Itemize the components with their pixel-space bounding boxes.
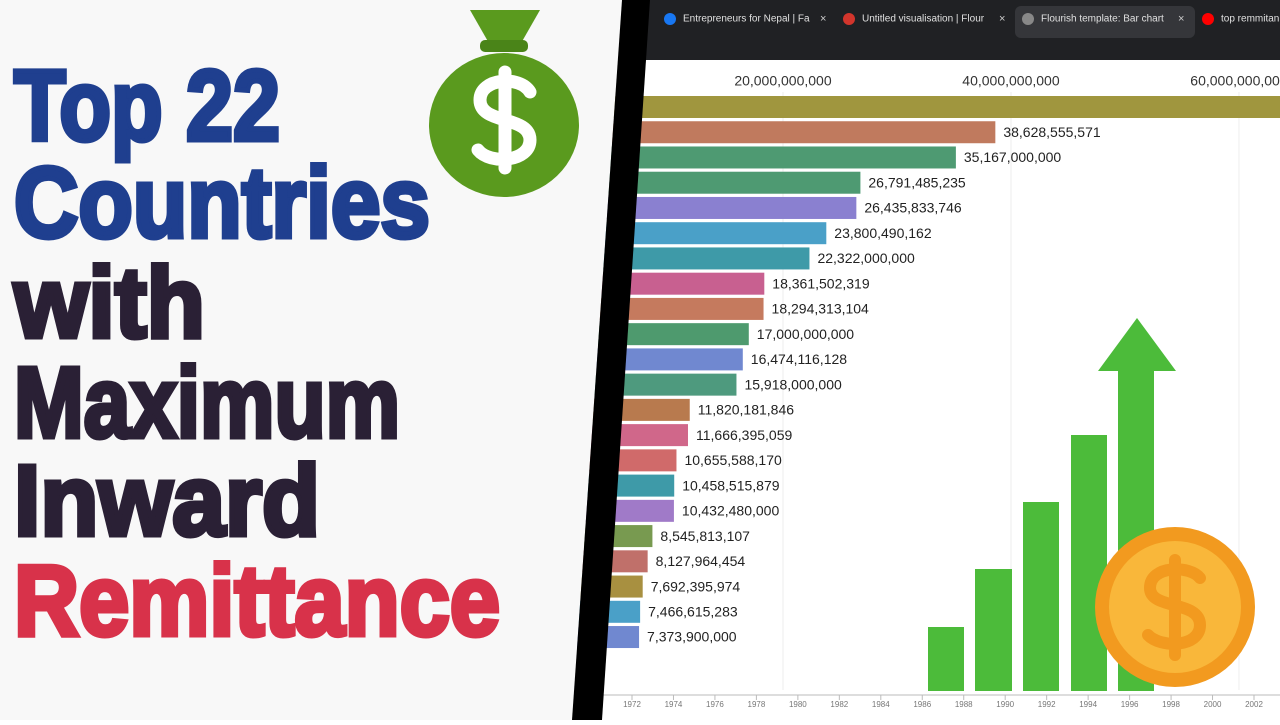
value-label: 11,666,395,059 [696, 427, 792, 443]
title-line: Inward [14, 445, 320, 557]
title-line: Countries [14, 147, 430, 259]
tab-title: Flourish template: Bar chart [1041, 14, 1164, 25]
value-label: 26,435,833,746 [864, 200, 962, 216]
bar [555, 146, 956, 169]
timeline-label: 1980 [789, 700, 807, 709]
tab-icon [1022, 13, 1034, 25]
timeline-label: 1988 [955, 700, 973, 709]
value-label: 10,458,515,879 [682, 477, 780, 493]
x-tick-label: 40,000,000,000 [962, 73, 1060, 89]
value-label: 17,000,000,000 [757, 326, 855, 342]
timeline-label: 1998 [1162, 700, 1180, 709]
value-label: 7,466,615,283 [648, 604, 738, 620]
timeline-label: 2002 [1245, 700, 1263, 709]
timeline-label: 1976 [706, 700, 724, 709]
timeline-label: 1982 [830, 700, 848, 709]
timeline-label: 1972 [623, 700, 641, 709]
tab-icon [843, 13, 855, 25]
value-label: 7,692,395,974 [651, 578, 741, 594]
value-label: 16,474,116,128 [751, 351, 847, 367]
coin-dollar [1142, 554, 1207, 661]
value-label: 10,432,480,000 [682, 503, 780, 519]
money-bag [429, 10, 579, 197]
tab-title: top remmitan [1221, 14, 1279, 25]
value-label: 18,361,502,319 [772, 275, 870, 291]
timeline-label: 1984 [872, 700, 890, 709]
title-line: Maximum [14, 347, 400, 459]
deco-bar [1023, 502, 1059, 691]
tab-close: × [999, 13, 1005, 25]
timeline-label: 1978 [748, 700, 766, 709]
value-label: 11,820,181,846 [698, 402, 794, 418]
tab-title: Entrepreneurs for Nepal | Fa [683, 14, 810, 25]
deco-bar [928, 627, 964, 691]
value-label: 18,294,313,104 [772, 301, 870, 317]
value-label: 35,167,000,000 [964, 149, 1062, 165]
value-label: 7,373,900,000 [647, 629, 737, 645]
timeline-label: 1974 [665, 700, 683, 709]
bag-tie [480, 40, 528, 52]
value-label: 26,791,485,235 [868, 174, 966, 190]
timeline-label: 1996 [1121, 700, 1139, 709]
timeline-label: 1990 [996, 700, 1014, 709]
tab-icon [664, 13, 676, 25]
value-label: 22,322,000,000 [817, 250, 915, 266]
title-line: with [13, 247, 205, 359]
value-label: 8,127,964,454 [656, 553, 746, 569]
title: Top 22CountrieswithMaximumInwardRemittan… [11, 48, 503, 660]
deco-bar [1071, 435, 1107, 691]
timeline-label: 1986 [913, 700, 931, 709]
deco-bar [975, 569, 1012, 691]
bag-dollar [471, 65, 537, 175]
active-tab[interactable] [1015, 6, 1195, 38]
bar [555, 96, 1280, 118]
tabs: Entrepreneurs for Nepal | Fa × Untitled vi… [664, 13, 1279, 25]
tab-close: × [820, 13, 826, 25]
tab-icon [1202, 13, 1214, 25]
growth-graphic [928, 318, 1255, 691]
divider-stripe [572, 0, 650, 720]
timeline-label: 1994 [1079, 700, 1097, 709]
value-label: 10,655,588,170 [684, 452, 782, 468]
value-label: 38,628,555,571 [1003, 124, 1101, 140]
bar [555, 121, 996, 144]
title-line: Top 22 [14, 50, 280, 162]
timeline-label: 2000 [1204, 700, 1222, 709]
chart: 20,000,000,000 40,000,000,000 60,000,000,0… [555, 73, 1280, 709]
value-label: 8,545,813,107 [660, 528, 750, 544]
timeline-label: 1992 [1038, 700, 1056, 709]
tab-title: Untitled visualisation | Flour [862, 14, 985, 25]
x-tick-label: 60,000,000,000 [1190, 73, 1280, 89]
bag-top [470, 10, 540, 45]
value-label: 23,800,490,162 [834, 225, 932, 241]
tab-close: × [1178, 13, 1184, 25]
value-label: 15,918,000,000 [744, 376, 842, 392]
x-tick-label: 20,000,000,000 [734, 73, 832, 89]
title-line: Remittance [14, 545, 500, 657]
deco-arrow [1098, 318, 1176, 371]
